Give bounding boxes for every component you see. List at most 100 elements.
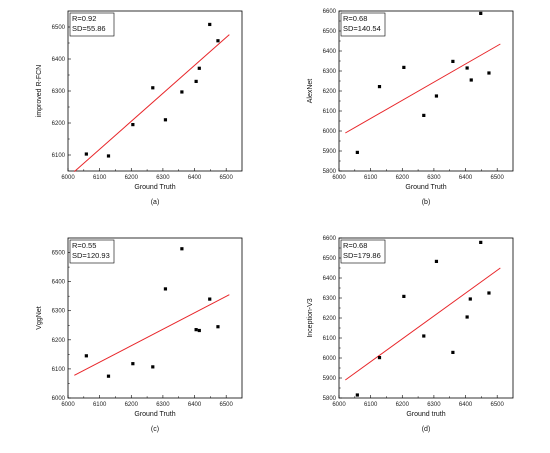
data-point bbox=[194, 79, 198, 83]
data-point bbox=[131, 362, 135, 366]
stats-box bbox=[69, 12, 115, 37]
x-tick-label: 6300 bbox=[427, 402, 441, 408]
y-tick-label: 6400 bbox=[323, 49, 337, 55]
x-tick-label: 6000 bbox=[332, 175, 346, 181]
stats-text: R=0.68 bbox=[343, 14, 367, 23]
x-tick-label: 6500 bbox=[220, 175, 234, 181]
y-tick-label: 5800 bbox=[323, 396, 337, 402]
y-tick-label: 6000 bbox=[323, 356, 337, 362]
x-tick-label: 6400 bbox=[459, 402, 473, 408]
y-tick-label: 6500 bbox=[52, 25, 66, 31]
x-tick-label: 6500 bbox=[491, 402, 505, 408]
y-tick-label: 6300 bbox=[323, 296, 337, 302]
data-point bbox=[216, 325, 220, 329]
data-point bbox=[377, 356, 382, 360]
x-axis-label: Ground Truth bbox=[405, 184, 446, 191]
x-tick-label: 6100 bbox=[364, 402, 378, 408]
x-tick-label: 6300 bbox=[156, 175, 170, 181]
fit-line bbox=[73, 34, 230, 173]
panel-label: (b) bbox=[422, 199, 431, 206]
data-point bbox=[208, 22, 212, 27]
data-point bbox=[208, 297, 212, 301]
data-point bbox=[84, 354, 88, 358]
data-point bbox=[465, 66, 469, 70]
data-point bbox=[451, 350, 455, 354]
x-tick-label: 6000 bbox=[61, 175, 75, 181]
x-tick-label: 6200 bbox=[125, 402, 139, 408]
data-point bbox=[84, 152, 88, 156]
chart-panel-3: 6000 6100 6200 6300 6400 6500 6000 6100 6200 6300… bbox=[36, 237, 243, 433]
stats-text: R=0.68 bbox=[343, 241, 367, 250]
y-tick-label: 6600 bbox=[323, 236, 337, 242]
chart-panel-2: 6000 6100 6200 6300 6400 6500 5800 5900 6000 6100… bbox=[307, 9, 514, 206]
data-point bbox=[465, 315, 469, 319]
x-tick-label: 6200 bbox=[125, 175, 139, 181]
panel-label: (a) bbox=[151, 199, 160, 206]
data-point bbox=[479, 240, 483, 244]
x-tick-label: 6300 bbox=[427, 175, 441, 181]
data-point bbox=[468, 297, 472, 301]
data-point bbox=[106, 374, 111, 378]
x-tick-label: 6500 bbox=[491, 175, 505, 181]
data-point bbox=[487, 71, 491, 75]
stats-text: R=0.55 bbox=[72, 241, 96, 250]
y-tick-label: 6500 bbox=[52, 251, 66, 257]
data-point bbox=[469, 78, 473, 82]
stats-text: SD=55.86 bbox=[72, 24, 106, 33]
x-tick-label: 6100 bbox=[93, 175, 107, 181]
x-tick-label: 6300 bbox=[156, 402, 170, 408]
y-tick-label: 6000 bbox=[52, 396, 66, 402]
y-tick-label: 6200 bbox=[323, 89, 337, 95]
x-tick-label: 6500 bbox=[220, 402, 234, 408]
data-point bbox=[216, 39, 220, 43]
data-point bbox=[180, 247, 184, 251]
y-tick-label: 6600 bbox=[323, 9, 337, 15]
data-point bbox=[422, 113, 426, 117]
data-point bbox=[163, 118, 168, 122]
y-tick-label: 6300 bbox=[52, 89, 66, 95]
y-axis-label: improved R-FCN bbox=[36, 65, 43, 118]
x-tick-label: 6000 bbox=[332, 402, 346, 408]
y-tick-label: 6100 bbox=[323, 109, 337, 115]
y-tick-label: 5900 bbox=[323, 376, 337, 382]
data-point bbox=[180, 90, 184, 94]
y-tick-label: 5800 bbox=[323, 169, 337, 175]
stats-text: R=0.92 bbox=[72, 14, 96, 23]
y-tick-label: 6300 bbox=[52, 309, 66, 315]
y-axis-label: Inception-V3 bbox=[307, 298, 314, 337]
x-axis-label: Ground Truth bbox=[134, 411, 175, 418]
data-point bbox=[106, 154, 111, 158]
data-point bbox=[151, 365, 155, 369]
x-axis-label: Ground Truth bbox=[134, 184, 175, 191]
y-tick-label: 6000 bbox=[323, 129, 337, 135]
x-tick-label: 6100 bbox=[364, 175, 378, 181]
stats-box bbox=[340, 12, 386, 37]
stats-box bbox=[340, 239, 386, 264]
y-tick-label: 6400 bbox=[52, 280, 66, 286]
data-point bbox=[355, 393, 359, 397]
x-tick-label: 6000 bbox=[61, 402, 75, 408]
y-tick-label: 6200 bbox=[52, 121, 66, 127]
y-tick-label: 6400 bbox=[52, 57, 66, 63]
data-point bbox=[377, 85, 382, 89]
y-axis-label: AlexNet bbox=[307, 79, 314, 104]
data-point bbox=[451, 59, 455, 63]
fit-line bbox=[74, 294, 230, 376]
y-axis-label: VggNet bbox=[36, 306, 43, 329]
panel-label: (d) bbox=[422, 426, 431, 433]
y-tick-label: 6100 bbox=[52, 153, 66, 159]
y-tick-label: 6200 bbox=[52, 338, 66, 344]
data-point bbox=[194, 328, 198, 332]
y-tick-label: 6300 bbox=[323, 69, 337, 75]
y-tick-label: 5900 bbox=[323, 149, 337, 155]
chart-panel-1: 6000 6100 6200 6300 6400 6500 6100 6200 6300 6400… bbox=[36, 10, 243, 206]
x-tick-label: 6200 bbox=[396, 175, 410, 181]
data-point bbox=[434, 94, 439, 98]
data-point bbox=[163, 287, 168, 291]
data-point bbox=[151, 86, 155, 90]
plot-frame bbox=[67, 237, 243, 399]
data-point bbox=[434, 259, 439, 263]
data-point bbox=[355, 150, 359, 154]
x-axis-label: Ground truth bbox=[406, 411, 445, 418]
